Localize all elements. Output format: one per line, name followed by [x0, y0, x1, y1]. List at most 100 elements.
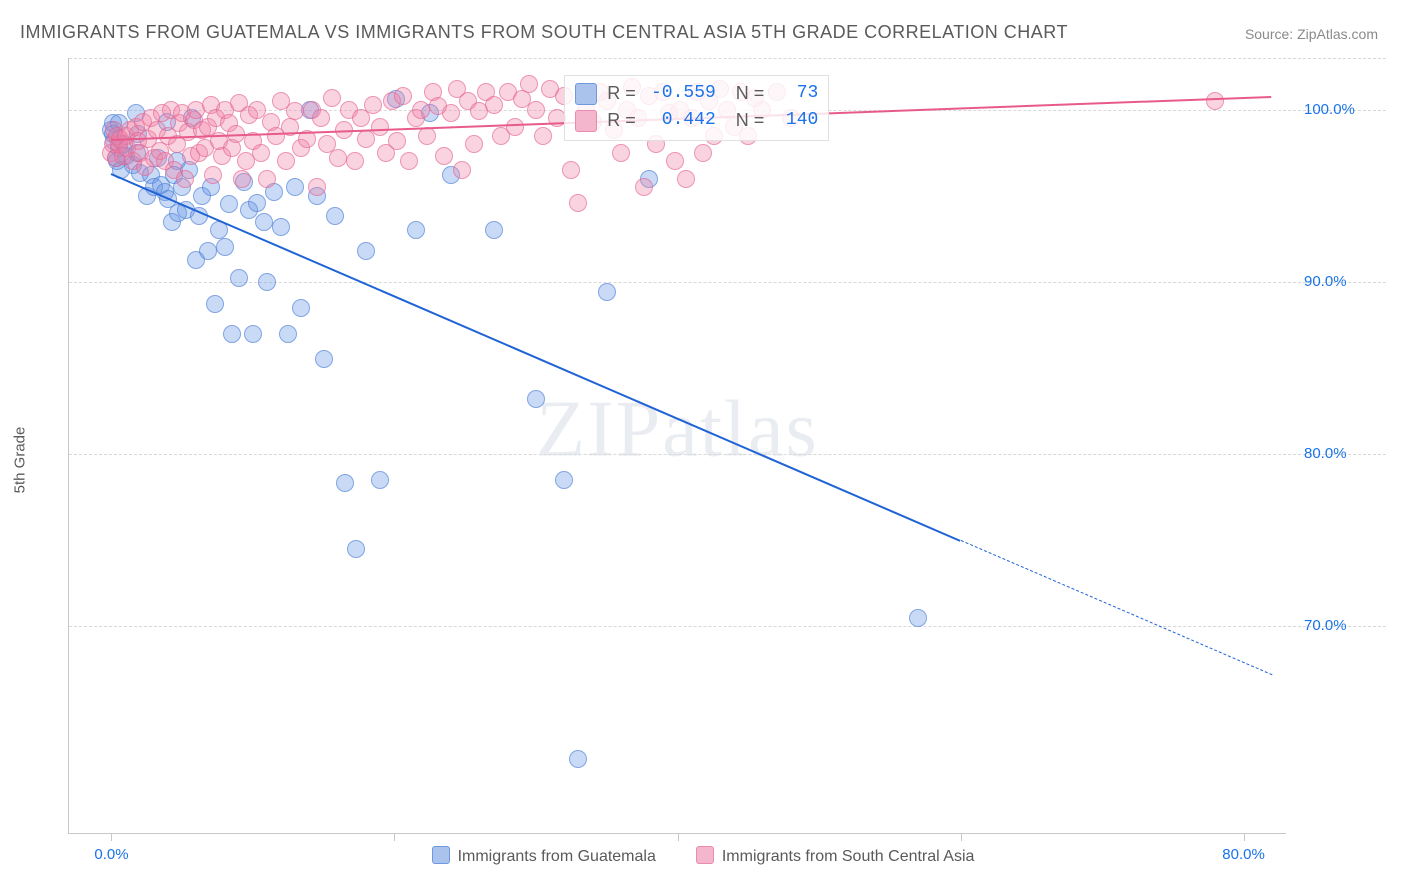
- stats-box: R = -0.559 N = 73 R = 0.442 N = 140: [564, 75, 829, 141]
- scatter-point-scasia: [277, 152, 295, 170]
- scatter-point-scasia: [562, 161, 580, 179]
- scatter-point-guatemala: [199, 242, 217, 260]
- scatter-point-scasia: [1206, 92, 1224, 110]
- plot-container: 5th Grade ZIPatlas 70.0%80.0%90.0%100.0%…: [20, 48, 1386, 872]
- scatter-point-scasia: [388, 132, 406, 150]
- scatter-point-guatemala: [555, 471, 573, 489]
- scatter-point-scasia: [666, 152, 684, 170]
- plot-area: ZIPatlas 70.0%80.0%90.0%100.0%0.0%80.0%R…: [68, 58, 1286, 834]
- scatter-point-scasia: [308, 178, 326, 196]
- legend: Immigrants from Guatemala Immigrants from…: [20, 846, 1386, 866]
- scatter-point-guatemala: [407, 221, 425, 239]
- scatter-point-scasia: [252, 144, 270, 162]
- stats-n-value: 140: [774, 107, 818, 134]
- stats-n-label: N =: [736, 80, 765, 107]
- x-tick: [394, 833, 395, 841]
- trendline-guatemala: [111, 173, 961, 542]
- legend-label: Immigrants from Guatemala: [458, 848, 656, 865]
- scatter-point-scasia: [176, 170, 194, 188]
- x-tick: [961, 833, 962, 841]
- scatter-point-guatemala: [569, 750, 587, 768]
- scatter-point-scasia: [258, 170, 276, 188]
- legend-swatch: [432, 846, 450, 864]
- scatter-point-guatemala: [371, 471, 389, 489]
- y-tick-label: 90.0%: [1304, 273, 1347, 290]
- y-tick-label: 80.0%: [1304, 445, 1347, 462]
- stats-row: R = -0.559 N = 73: [575, 80, 818, 107]
- scatter-point-scasia: [635, 178, 653, 196]
- scatter-point-guatemala: [223, 325, 241, 343]
- scatter-point-scasia: [329, 149, 347, 167]
- stats-n-value: 73: [774, 80, 818, 107]
- scatter-point-scasia: [442, 104, 460, 122]
- scatter-point-scasia: [694, 144, 712, 162]
- scatter-point-guatemala: [909, 609, 927, 627]
- x-tick: [1244, 833, 1245, 841]
- scatter-point-scasia: [323, 89, 341, 107]
- source-link[interactable]: ZipAtlas.com: [1297, 26, 1378, 42]
- scatter-point-guatemala: [315, 350, 333, 368]
- scatter-point-scasia: [233, 170, 251, 188]
- scatter-point-guatemala: [286, 178, 304, 196]
- scatter-point-guatemala: [216, 238, 234, 256]
- scatter-point-guatemala: [248, 194, 266, 212]
- scatter-point-scasia: [371, 118, 389, 136]
- legend-item: Immigrants from South Central Asia: [696, 846, 975, 866]
- scatter-point-scasia: [412, 101, 430, 119]
- scatter-point-guatemala: [230, 269, 248, 287]
- scatter-point-guatemala: [598, 283, 616, 301]
- stats-r-label: R =: [607, 107, 636, 134]
- stats-swatch: [575, 83, 597, 105]
- scatter-point-guatemala: [220, 195, 238, 213]
- source-label: Source:: [1245, 26, 1293, 42]
- scatter-point-scasia: [465, 135, 483, 153]
- legend-item: Immigrants from Guatemala: [432, 846, 656, 866]
- scatter-point-scasia: [435, 147, 453, 165]
- stats-n-label: N =: [736, 107, 765, 134]
- x-tick: [678, 833, 679, 841]
- scatter-point-scasia: [364, 96, 382, 114]
- scatter-point-guatemala: [206, 295, 224, 313]
- stats-r-value: -0.559: [646, 80, 716, 107]
- scatter-point-guatemala: [279, 325, 297, 343]
- scatter-point-guatemala: [326, 207, 344, 225]
- scatter-point-scasia: [286, 102, 304, 120]
- gridline-h: [69, 626, 1386, 627]
- scatter-point-guatemala: [485, 221, 503, 239]
- scatter-point-scasia: [569, 194, 587, 212]
- chart-title: IMMIGRANTS FROM GUATEMALA VS IMMIGRANTS …: [20, 22, 1068, 43]
- scatter-point-scasia: [400, 152, 418, 170]
- stats-r-value: 0.442: [646, 107, 716, 134]
- scatter-point-guatemala: [357, 242, 375, 260]
- stats-swatch: [575, 110, 597, 132]
- y-tick-label: 70.0%: [1304, 617, 1347, 634]
- scatter-point-scasia: [352, 109, 370, 127]
- y-axis-title: 5th Grade: [12, 427, 29, 494]
- scatter-point-scasia: [312, 109, 330, 127]
- scatter-point-scasia: [527, 101, 545, 119]
- scatter-point-scasia: [453, 161, 471, 179]
- scatter-point-scasia: [204, 166, 222, 184]
- scatter-point-guatemala: [272, 218, 290, 236]
- scatter-point-guatemala: [258, 273, 276, 291]
- scatter-point-scasia: [534, 127, 552, 145]
- scatter-point-scasia: [612, 144, 630, 162]
- scatter-point-guatemala: [255, 213, 273, 231]
- y-tick-label: 100.0%: [1304, 101, 1355, 118]
- gridline-h: [69, 58, 1386, 59]
- scatter-point-guatemala: [244, 325, 262, 343]
- scatter-point-guatemala: [292, 299, 310, 317]
- scatter-point-scasia: [677, 170, 695, 188]
- x-tick: [111, 833, 112, 841]
- legend-label: Immigrants from South Central Asia: [722, 848, 975, 865]
- source-attribution: Source: ZipAtlas.com: [1245, 26, 1378, 42]
- scatter-point-guatemala: [347, 540, 365, 558]
- scatter-point-scasia: [394, 87, 412, 105]
- scatter-point-scasia: [506, 118, 524, 136]
- stats-r-label: R =: [607, 80, 636, 107]
- gridline-h: [69, 454, 1386, 455]
- trendline-ext-guatemala: [960, 540, 1272, 675]
- scatter-point-guatemala: [527, 390, 545, 408]
- legend-swatch: [696, 846, 714, 864]
- scatter-point-scasia: [346, 152, 364, 170]
